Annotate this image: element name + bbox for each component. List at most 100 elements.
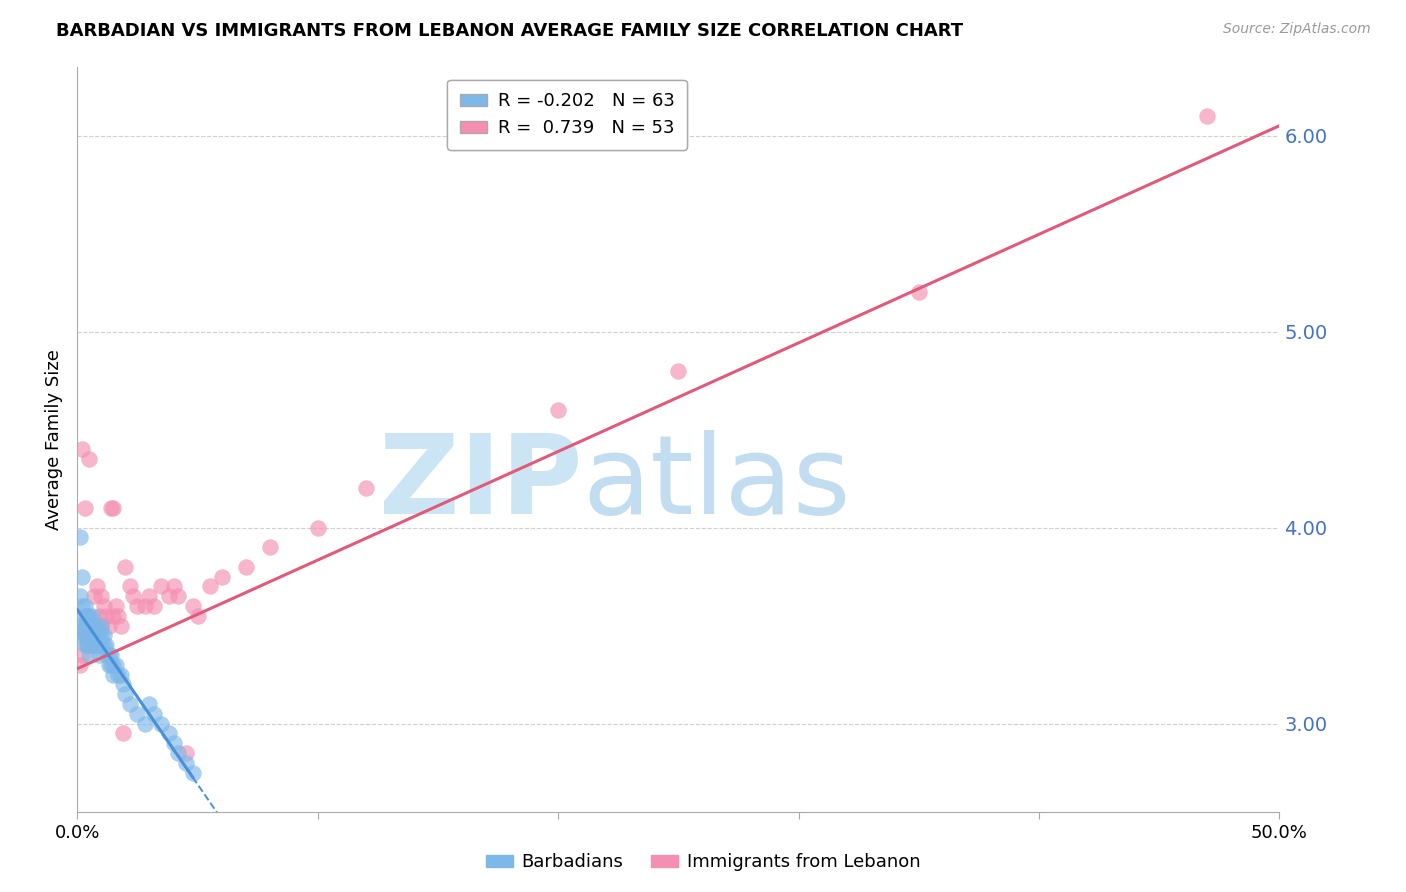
Point [908, 285, 931, 300]
Point [73, 628, 96, 642]
Point [157, 589, 180, 603]
Text: ZIP: ZIP [378, 431, 582, 538]
Point [150, 579, 173, 593]
Point [90, 628, 112, 642]
Point [100, 657, 122, 672]
Point [110, 618, 132, 632]
Point [70, 442, 93, 456]
Point [211, 569, 233, 583]
Point [76, 638, 98, 652]
Point [73, 500, 96, 515]
Point [79, 608, 101, 623]
Point [73, 628, 96, 642]
Point [87, 638, 110, 652]
Point [174, 746, 197, 760]
Point [90, 618, 112, 632]
Legend: Barbadians, Immigrants from Lebanon: Barbadians, Immigrants from Lebanon [478, 847, 928, 879]
Point [143, 706, 166, 721]
Point [120, 579, 142, 593]
Point [90, 638, 112, 652]
Point [76, 618, 98, 632]
Point [235, 559, 257, 574]
Point [69, 589, 91, 603]
Point [69, 530, 91, 544]
Point [69, 657, 91, 672]
Point [86, 579, 108, 593]
Point [97, 618, 120, 632]
Point [73, 608, 96, 623]
Point [76, 628, 98, 642]
Point [111, 677, 134, 691]
Point [107, 667, 129, 681]
Point [79, 618, 101, 632]
Point [76, 608, 98, 623]
Point [181, 765, 204, 780]
Point [90, 618, 112, 632]
Point [1197, 109, 1219, 123]
Point [86, 618, 108, 632]
Point [86, 638, 108, 652]
Point [150, 716, 173, 731]
Point [70, 599, 93, 613]
Point [103, 500, 125, 515]
Point [110, 667, 132, 681]
Point [73, 638, 96, 652]
Point [73, 599, 96, 613]
Point [70, 569, 93, 583]
Point [83, 638, 105, 652]
Point [80, 618, 103, 632]
Point [90, 589, 112, 603]
Point [354, 481, 377, 495]
Point [103, 667, 125, 681]
Point [96, 638, 118, 652]
Point [86, 628, 108, 642]
Point [167, 589, 190, 603]
Point [70, 628, 93, 642]
Point [307, 520, 329, 534]
Point [87, 648, 110, 662]
Point [79, 628, 101, 642]
Point [86, 618, 108, 632]
Point [93, 599, 115, 613]
Point [80, 628, 103, 642]
Point [80, 618, 103, 632]
Point [80, 608, 103, 623]
Point [121, 589, 143, 603]
Point [181, 599, 204, 613]
Point [167, 746, 190, 760]
Point [114, 687, 136, 701]
Point [198, 579, 221, 593]
Point [87, 608, 110, 623]
Point [97, 648, 120, 662]
Point [87, 628, 110, 642]
Point [100, 648, 122, 662]
Point [103, 608, 125, 623]
Point [96, 648, 118, 662]
Point [259, 540, 281, 554]
Point [70, 648, 93, 662]
Point [162, 736, 184, 750]
Point [103, 657, 125, 672]
Point [73, 618, 96, 632]
Point [114, 559, 136, 574]
Point [127, 706, 149, 721]
Point [547, 403, 569, 417]
Point [97, 657, 120, 672]
Point [174, 756, 197, 770]
Point [83, 628, 105, 642]
Point [96, 608, 118, 623]
Point [127, 599, 149, 613]
Point [79, 451, 101, 466]
Point [93, 638, 115, 652]
Point [107, 608, 129, 623]
Point [143, 599, 166, 613]
Point [76, 638, 98, 652]
Point [104, 657, 127, 672]
Point [83, 628, 105, 642]
Point [80, 638, 103, 652]
Legend: R = -0.202   N = 63, R =  0.739   N = 53: R = -0.202 N = 63, R = 0.739 N = 53 [447, 79, 688, 150]
Text: atlas: atlas [582, 431, 851, 538]
Point [79, 648, 101, 662]
Point [104, 599, 127, 613]
Point [134, 599, 156, 613]
